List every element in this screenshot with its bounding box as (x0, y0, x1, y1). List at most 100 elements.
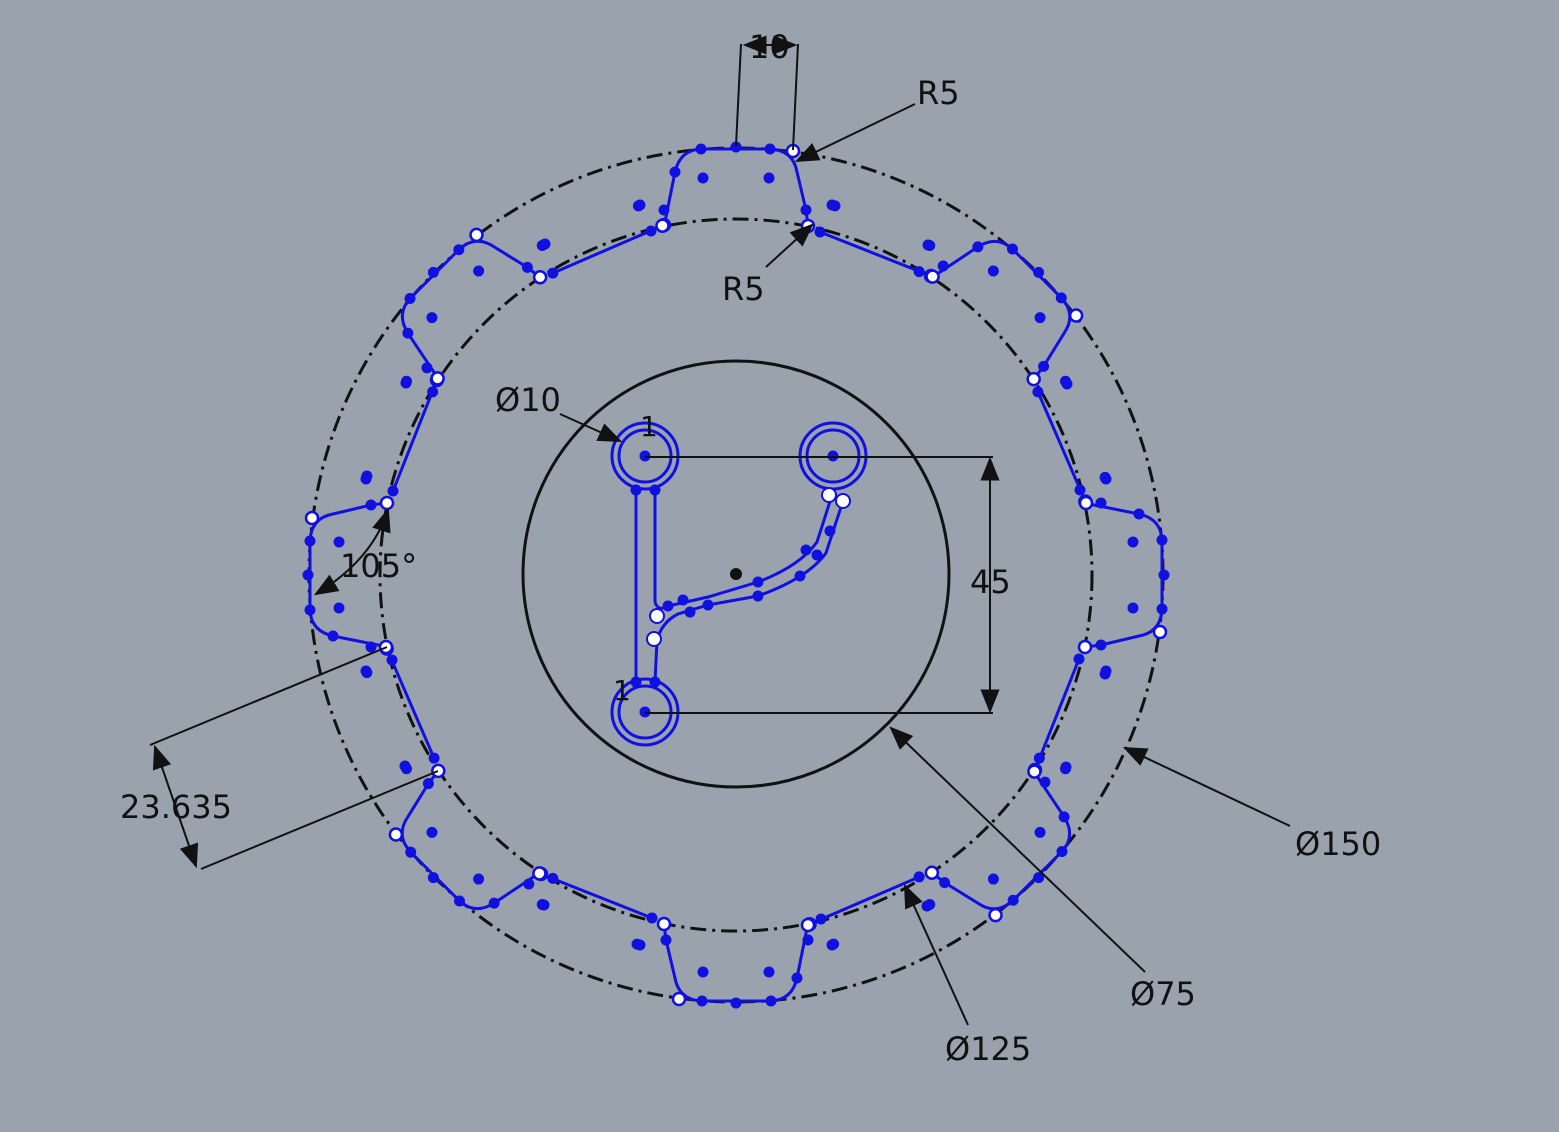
sketch-point[interactable] (1074, 484, 1086, 496)
sketch-point[interactable] (452, 893, 468, 909)
hub-slot-profile[interactable] (610, 421, 868, 747)
sketch-point[interactable] (421, 776, 437, 792)
sketch-open-point[interactable] (1025, 371, 1042, 388)
sketch-point[interactable] (534, 897, 550, 913)
sketch-point[interactable] (1031, 265, 1047, 281)
sketch-open-point[interactable] (1078, 495, 1094, 511)
dim-inner-fillet[interactable]: R5 (722, 270, 765, 308)
sketch-point[interactable] (520, 260, 536, 276)
sketch-point[interactable] (545, 265, 561, 281)
sketch-open-point[interactable] (468, 226, 485, 243)
sketch-point[interactable] (922, 238, 938, 254)
sketch-open-point[interactable] (1026, 763, 1043, 780)
sketch-point[interactable] (763, 966, 775, 978)
sketch-open-point[interactable] (654, 217, 671, 234)
tab-points-3[interactable] (1027, 378, 1170, 778)
sketch-open-point[interactable] (304, 510, 320, 526)
sketch-point[interactable] (1032, 825, 1048, 841)
sketch-point[interactable] (986, 871, 1002, 887)
sketch-point[interactable] (937, 875, 953, 891)
tab-chord-edge[interactable] (808, 846, 920, 956)
sketch-point[interactable] (921, 900, 933, 912)
sketch-point[interactable] (697, 966, 709, 978)
tab-lobe-5[interactable] (540, 872, 810, 1003)
sketch-point[interactable] (1058, 761, 1074, 777)
sketch-point[interactable] (426, 870, 442, 886)
sketch-point[interactable] (387, 485, 399, 497)
sketch-point[interactable] (791, 972, 803, 984)
sketch-point[interactable] (333, 536, 345, 548)
sketch-point[interactable] (696, 995, 708, 1007)
sketch-point[interactable] (486, 895, 502, 911)
dim-angle[interactable]: 105° (340, 547, 417, 585)
equal-constraint-top[interactable]: 1 (640, 410, 658, 443)
sketch-open-point[interactable] (987, 907, 1004, 924)
dim-vertical-spacing[interactable]: 45 (970, 563, 1011, 601)
sketch-point[interactable] (333, 602, 345, 614)
tab-points-6[interactable] (287, 640, 667, 1020)
tab-points-8[interactable] (291, 126, 671, 506)
tab-points-5[interactable] (533, 866, 933, 1009)
sketch-point[interactable] (471, 871, 487, 887)
sketch-point[interactable] (730, 997, 742, 1009)
sketch-point[interactable] (365, 499, 377, 511)
sketch-point[interactable] (425, 384, 441, 400)
tab-lobe-7[interactable] (308, 379, 439, 649)
tab-lobe-1[interactable] (662, 147, 932, 278)
sketch-point[interactable] (911, 264, 927, 280)
dim-outer-circle[interactable]: Ø150 (1295, 825, 1381, 863)
sketch-open-point[interactable] (1152, 624, 1168, 640)
tab-lobe-3[interactable] (1033, 501, 1164, 771)
sketch-open-point[interactable] (429, 370, 446, 387)
sketch-open-point[interactable] (800, 917, 816, 933)
tab-chord-edge[interactable] (1007, 391, 1117, 503)
sketch-point[interactable] (327, 630, 339, 642)
sketch-point[interactable] (646, 912, 658, 924)
sketch-point[interactable] (911, 869, 927, 885)
sketch-point[interactable] (1005, 241, 1021, 257)
sketch-point[interactable] (359, 468, 375, 484)
dimension-lines[interactable] (149, 35, 1291, 1026)
sketch-point[interactable] (730, 141, 742, 153)
sketch-point[interactable] (814, 226, 826, 238)
tab-lobe-edge[interactable] (1083, 501, 1164, 649)
tab-lobe-edge[interactable] (662, 147, 810, 228)
slot-curve-inner[interactable] (653, 500, 845, 683)
hub-circle[interactable] (521, 359, 951, 789)
sketch-point[interactable] (545, 871, 561, 887)
sketch-point[interactable] (1158, 569, 1170, 581)
sketch-point[interactable] (451, 242, 467, 258)
sketch-point[interactable] (826, 939, 838, 951)
sketch-point[interactable] (386, 654, 398, 666)
sketch-point[interactable] (419, 360, 435, 376)
sketch-point[interactable] (935, 258, 951, 274)
sketch-open-point[interactable] (923, 864, 940, 881)
sketch-point[interactable] (1036, 359, 1052, 375)
sketch-point[interactable] (360, 665, 372, 677)
sketch-point[interactable] (800, 204, 812, 216)
sketch-point[interactable] (1054, 844, 1070, 860)
sketch-point[interactable] (302, 569, 314, 581)
sketch-point[interactable] (827, 198, 843, 214)
sketch-point[interactable] (1030, 384, 1046, 400)
dim-hole-diameter[interactable]: Ø10 (495, 381, 561, 419)
hub-slot-points[interactable] (630, 450, 839, 718)
tab-points-2[interactable] (804, 130, 1184, 510)
sketch-point[interactable] (631, 198, 647, 214)
hub-center-point[interactable] (730, 568, 742, 580)
sketch-open-point[interactable] (532, 269, 549, 286)
sketch-point[interactable] (1100, 473, 1112, 485)
sketch-point[interactable] (629, 936, 645, 952)
sketch-point[interactable] (669, 166, 681, 178)
sketch-point[interactable] (1032, 750, 1048, 766)
tab-chord-edge[interactable] (552, 195, 664, 305)
sketch-point[interactable] (534, 238, 550, 254)
sketch-open-point[interactable] (924, 268, 941, 285)
sketch-point[interactable] (1037, 774, 1053, 790)
sketch-point[interactable] (426, 265, 442, 281)
sketch-point[interactable] (1156, 534, 1168, 546)
equal-constraint-bottom[interactable]: 1 (613, 674, 631, 707)
sketch-point[interactable] (400, 325, 416, 341)
sketch-point[interactable] (695, 143, 707, 155)
